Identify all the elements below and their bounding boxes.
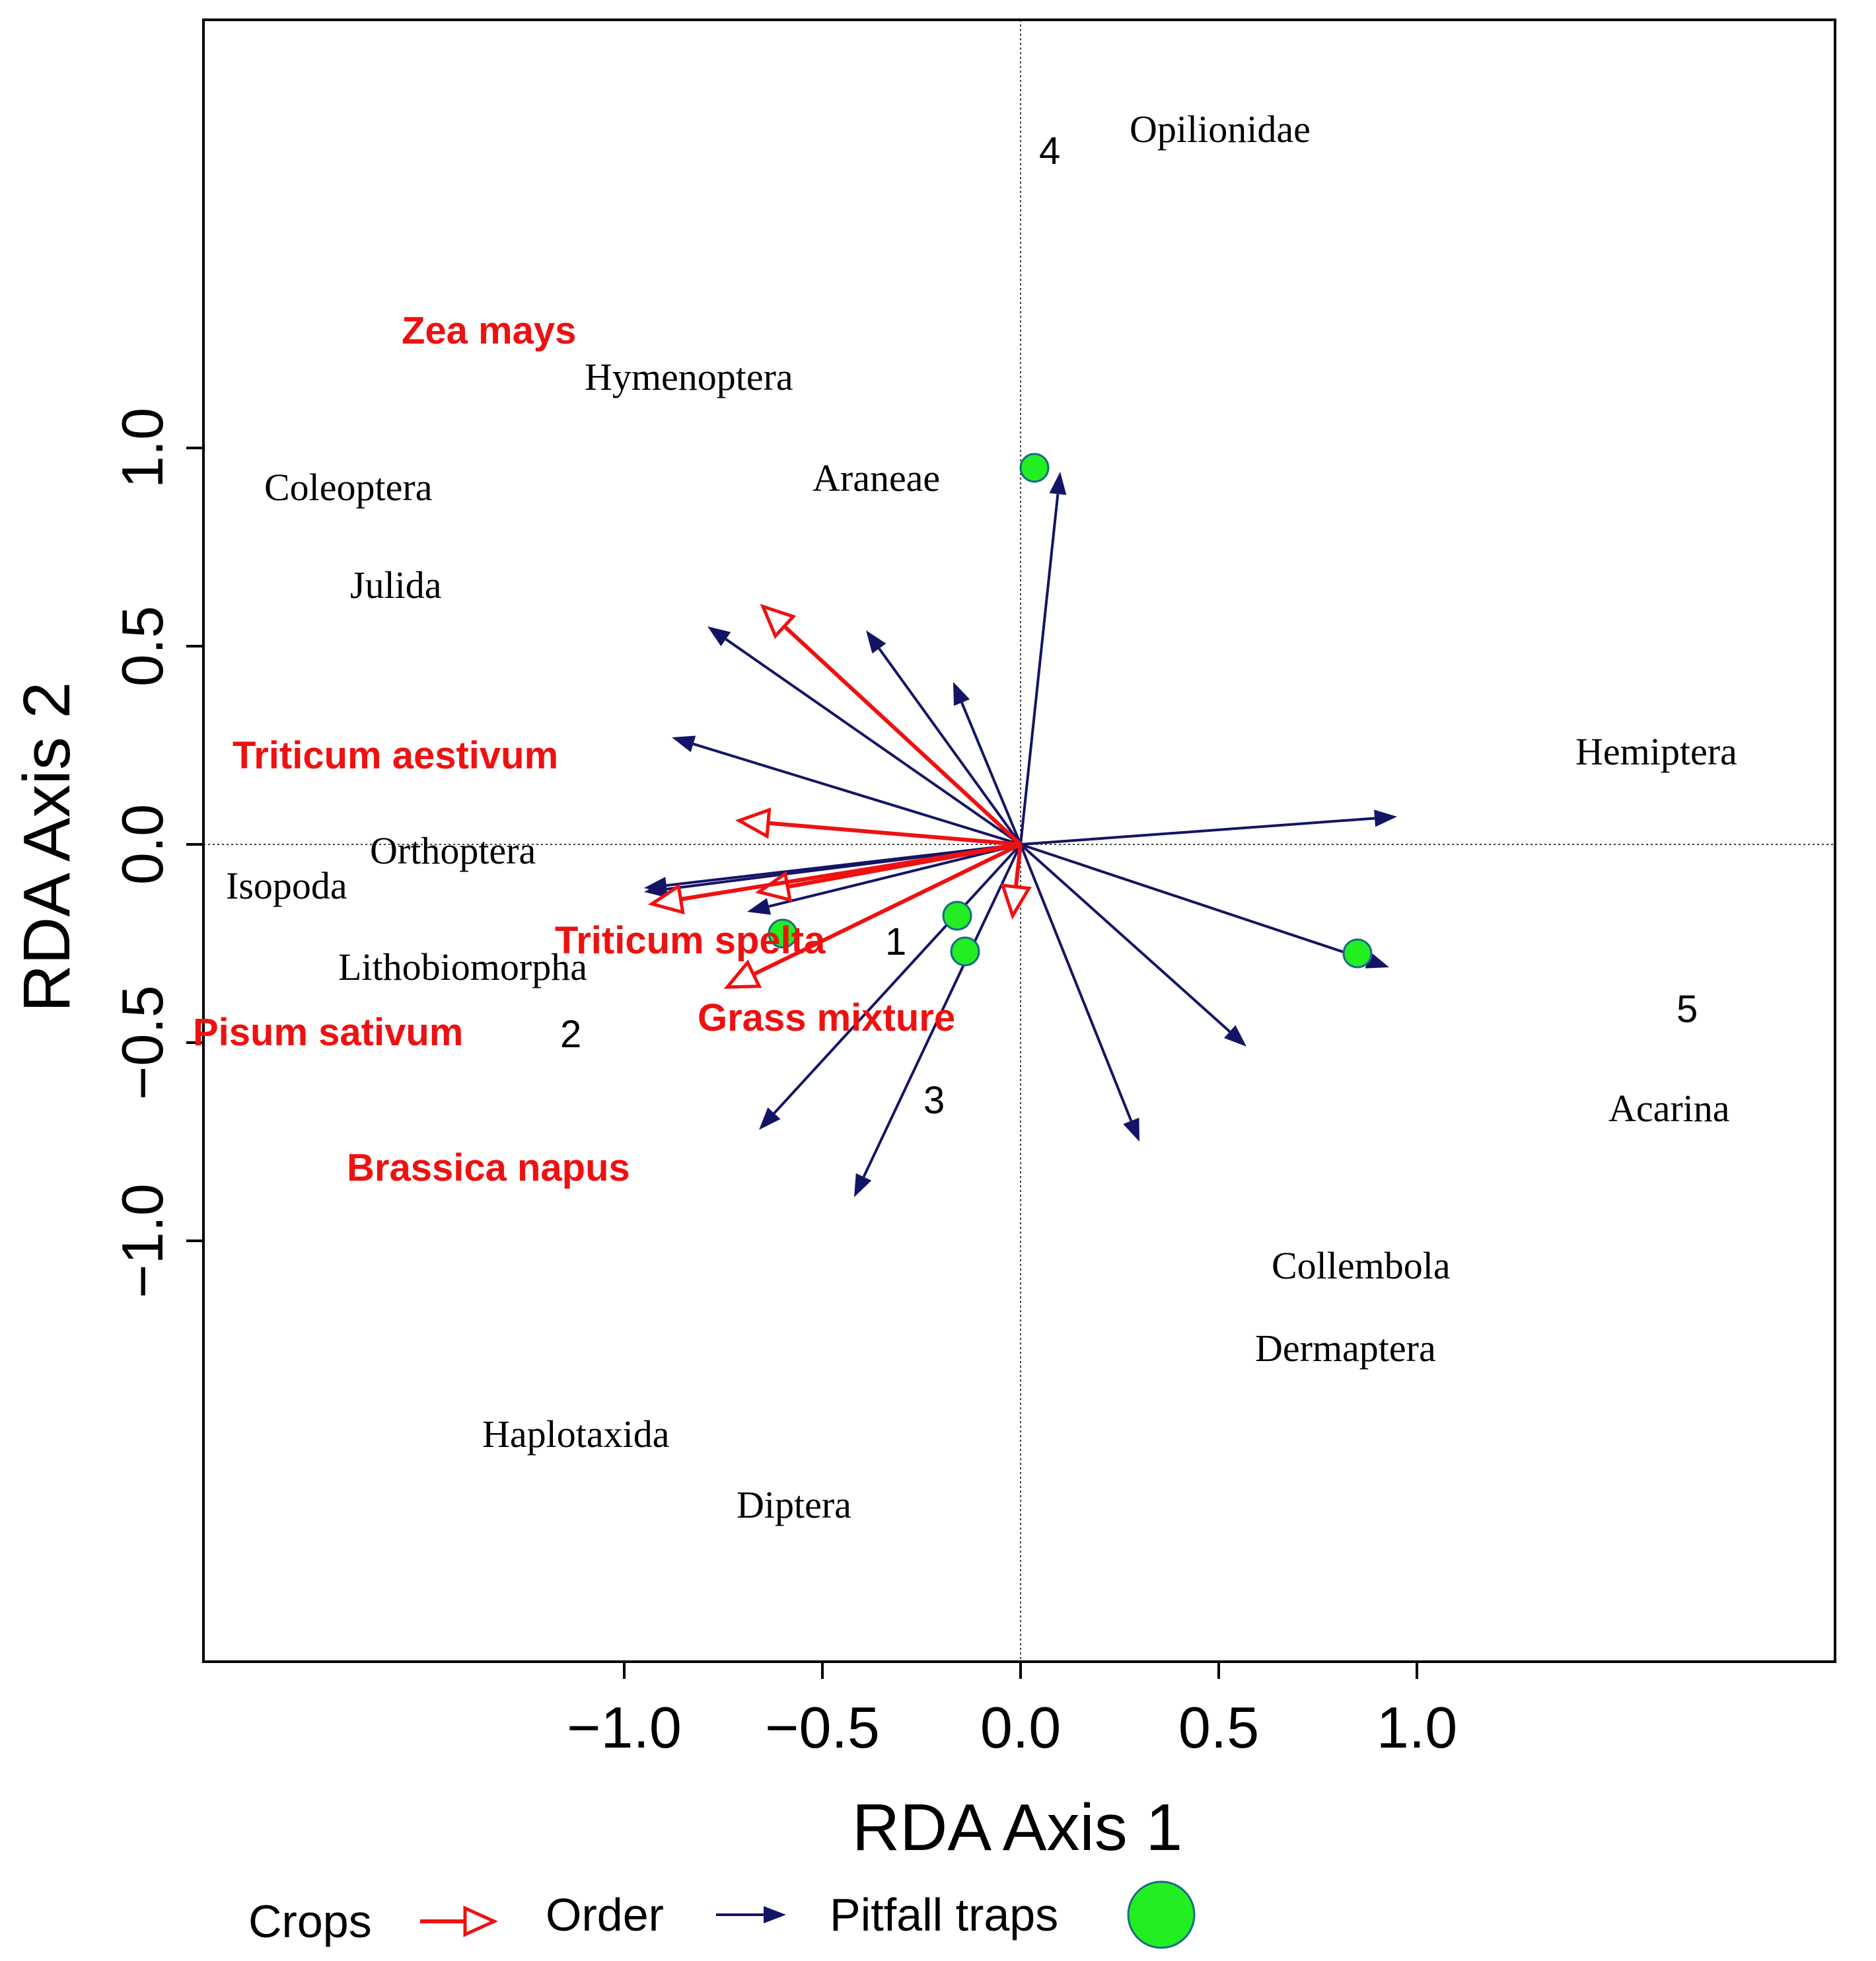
order-label-julida: Julida bbox=[350, 564, 442, 607]
crop-arrow-grass-mixture bbox=[1013, 844, 1023, 887]
crop-arrowhead-brassica-napus bbox=[723, 959, 762, 989]
y-tick-label-3: 0.5 bbox=[110, 606, 175, 686]
order-arrow-hemiptera bbox=[1020, 817, 1375, 846]
order-label-opilionidae: Opilionidae bbox=[1130, 108, 1311, 151]
crop-label-pisum-sativum: Pisum sativum bbox=[193, 1011, 463, 1054]
order-arrow-opilionidae bbox=[1019, 494, 1060, 845]
order-arrow-diptera bbox=[862, 844, 1022, 1178]
order-arrowhead-diptera bbox=[854, 1173, 872, 1197]
order-label-haplotaxida: Haplotaxida bbox=[482, 1413, 669, 1456]
crop-arrowhead-pisum-sativum bbox=[648, 883, 685, 915]
pitfall-trap-3 bbox=[950, 936, 980, 967]
order-arrow-isopoda bbox=[666, 843, 1021, 891]
crop-arrow-pisum-sativum bbox=[680, 842, 1021, 901]
pitfall-trap-2 bbox=[768, 918, 798, 949]
order-arrow-collembola bbox=[1019, 843, 1231, 1033]
y-axis-title: RDA Axis 2 bbox=[10, 682, 84, 1012]
pitfall-trap-label-5: 5 bbox=[1677, 988, 1698, 1031]
pitfall-trap-1 bbox=[942, 901, 972, 931]
order-arrow-coleoptera bbox=[725, 638, 1022, 846]
legend-order-label: Order bbox=[546, 1889, 664, 1941]
pitfall-trap-label-4: 4 bbox=[1039, 130, 1060, 172]
order-arrow-hymenoptera bbox=[878, 648, 1022, 846]
order-arrowhead-haplotaxida bbox=[759, 1107, 781, 1130]
crop-label-triticum-aestivum: Triticum aestivum bbox=[233, 734, 558, 777]
legend-traps-marker bbox=[1127, 1880, 1196, 1949]
pitfall-trap-5 bbox=[1342, 938, 1373, 969]
y-tick-label-1: −0.5 bbox=[110, 985, 175, 1100]
order-arrowhead-opilionidae bbox=[1049, 472, 1067, 496]
y-tick-label-4: 1.0 bbox=[110, 408, 175, 488]
crop-label-triticum-spelta: Triticum spelta bbox=[555, 919, 826, 962]
pitfall-trap-4 bbox=[1019, 453, 1050, 483]
axis-titles-group: RDA Axis 1 RDA Axis 2 bbox=[10, 682, 1182, 1865]
legend-traps-label: Pitfall traps bbox=[830, 1889, 1058, 1941]
order-arrow-dermaptera bbox=[1019, 844, 1133, 1122]
crop-label-grass-mixture: Grass mixture bbox=[698, 996, 955, 1039]
order-arrow-haplotaxida bbox=[773, 843, 1022, 1115]
crop-arrowhead-triticum-aestivum bbox=[735, 807, 772, 839]
order-label-dermaptera: Dermaptera bbox=[1255, 1327, 1436, 1370]
pitfall-traps-group bbox=[768, 453, 1373, 969]
x-tick-label-0: −1.0 bbox=[567, 1695, 682, 1760]
order-arrows-group bbox=[644, 472, 1397, 1197]
crop-arrow-triticum-aestivum bbox=[768, 821, 1021, 846]
order-arrowhead-coleoptera bbox=[707, 626, 731, 647]
order-arrowhead-dermaptera bbox=[1123, 1117, 1139, 1142]
order-label-hymenoptera: Hymenoptera bbox=[585, 355, 793, 398]
order-arrow-lithobiomorpha bbox=[768, 843, 1021, 908]
crop-arrow-brassica-napus bbox=[752, 842, 1022, 977]
order-label-diptera: Diptera bbox=[737, 1483, 851, 1526]
crop-arrows-group bbox=[648, 603, 1032, 989]
order-label-lithobiomorpha: Lithobiomorpha bbox=[338, 945, 587, 988]
legend: Crops Order Pitfall traps bbox=[248, 1880, 1196, 1949]
order-arrowhead-araneae bbox=[953, 682, 970, 706]
pitfall-trap-label-2: 2 bbox=[560, 1013, 581, 1056]
axis-ticks-group: −1.0 −0.5 0.0 0.5 1.0 −1.0 −0.5 0.0 0.5 1.0 bbox=[110, 408, 1457, 1760]
x-axis-title: RDA Axis 1 bbox=[852, 1791, 1182, 1865]
order-arrow-araneae bbox=[960, 702, 1022, 845]
x-tick-label-3: 0.5 bbox=[1178, 1695, 1259, 1760]
x-tick-label-2: 0.0 bbox=[980, 1695, 1061, 1760]
legend-crops-label: Crops bbox=[248, 1896, 372, 1947]
order-arrowhead-hemiptera bbox=[1374, 809, 1397, 827]
order-arrowhead-lithobiomorpha bbox=[747, 898, 772, 915]
order-arrowhead-collembola bbox=[1223, 1025, 1246, 1047]
pitfall-trap-label-3: 3 bbox=[923, 1079, 945, 1122]
x-tick-label-4: 1.0 bbox=[1377, 1695, 1457, 1760]
order-arrowhead-isopoda bbox=[644, 880, 668, 898]
crop-arrow-zea-mays bbox=[783, 624, 1023, 846]
labels-group: Opilionidae Hymenoptera Coleoptera Araneae J… bbox=[193, 108, 1737, 1526]
legend-crops-arrowhead bbox=[463, 1906, 499, 1937]
order-label-araneae: Araneae bbox=[812, 457, 940, 500]
order-label-acarina: Acarina bbox=[1608, 1087, 1730, 1130]
crop-label-zea-mays: Zea mays bbox=[402, 309, 576, 352]
crop-arrowhead-zea-mays bbox=[760, 603, 797, 640]
crop-label-brassica-napus: Brassica napus bbox=[347, 1146, 630, 1189]
y-tick-label-2: 0.0 bbox=[110, 804, 175, 885]
legend-order-arrowhead bbox=[764, 1906, 786, 1923]
order-label-hemiptera: Hemiptera bbox=[1575, 730, 1737, 773]
order-label-orthoptera: Orthoptera bbox=[370, 829, 536, 872]
order-label-collembola: Collembola bbox=[1272, 1244, 1451, 1287]
order-label-coleoptera: Coleoptera bbox=[264, 466, 432, 509]
order-label-isopoda: Isopoda bbox=[226, 864, 347, 907]
crop-arrowhead-grass-mixture bbox=[1000, 883, 1032, 920]
order-arrow-acarina bbox=[1020, 843, 1369, 962]
order-arrow-julida bbox=[692, 743, 1021, 846]
order-arrowhead-julida bbox=[672, 735, 696, 753]
y-tick-label-0: −1.0 bbox=[110, 1183, 175, 1298]
order-arrowhead-hymenoptera bbox=[866, 630, 886, 654]
x-tick-label-1: −0.5 bbox=[765, 1695, 880, 1760]
pitfall-trap-label-1: 1 bbox=[885, 920, 906, 963]
